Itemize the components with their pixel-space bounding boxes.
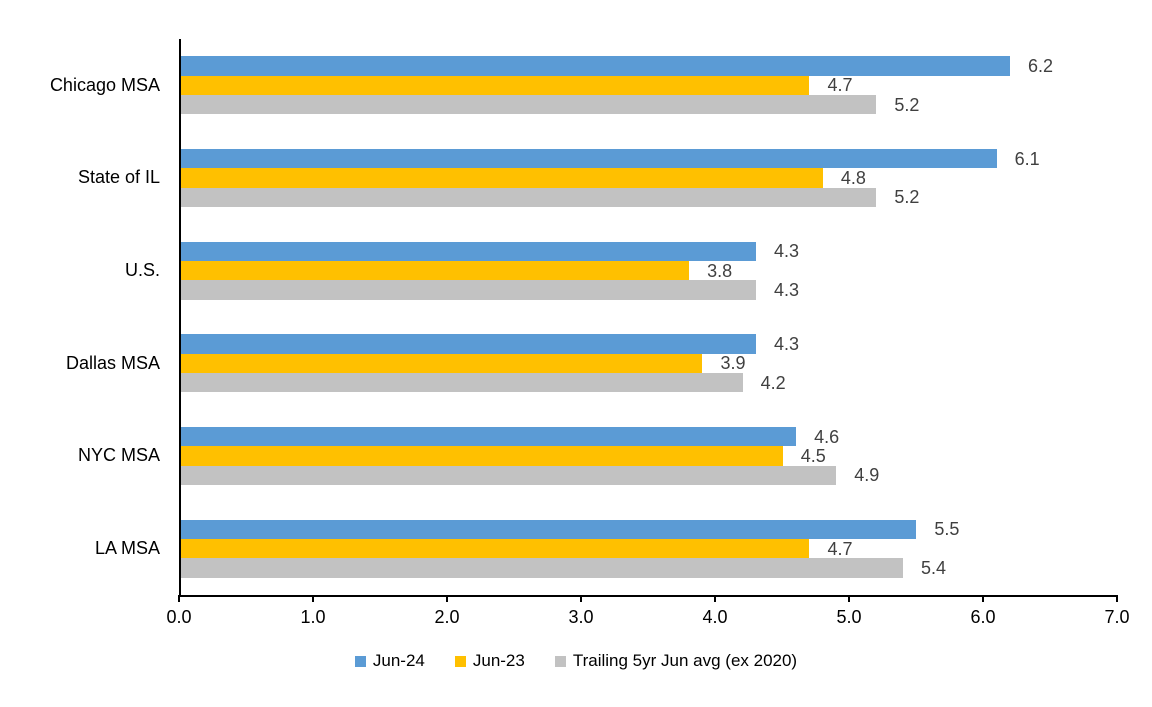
bar-value-label: 4.3 (773, 241, 799, 262)
bar-value-label: 4.9 (854, 465, 880, 486)
bar-jun-24 (181, 426, 797, 447)
bar-row: 5.2 (181, 94, 1117, 115)
x-axis-tick (848, 595, 850, 602)
bar-value-label: 6.2 (1028, 55, 1054, 76)
bar-value-label: 4.7 (827, 538, 853, 559)
bar-value-label: 4.7 (827, 75, 853, 96)
bar-group: 5.5 4.7 5.4 (181, 502, 1117, 595)
bar-value-label: 3.8 (707, 260, 733, 281)
bar-row: 3.9 (181, 353, 1117, 374)
bar-trailing-5yr-jun-avg-ex-2020- (181, 558, 904, 578)
bar-trailing-5yr-jun-avg-ex-2020- (181, 187, 877, 208)
x-axis-tick (178, 595, 180, 602)
bar-row: 5.2 (181, 187, 1117, 208)
bar-jun-23 (181, 538, 810, 559)
category-axis-labels: Chicago MSA State of IL U.S. Dallas MSA NYC … (0, 39, 160, 595)
bar-value-label: 5.5 (934, 519, 960, 540)
bar-jun-23 (181, 75, 810, 96)
bar-row: 4.8 (181, 167, 1117, 188)
bar-row: 5.4 (181, 557, 1117, 578)
legend-label: Jun-24 (372, 651, 425, 670)
bar-row: 3.8 (181, 260, 1117, 281)
bar-jun-23 (181, 353, 703, 373)
bar-value-label: 5.2 (894, 94, 920, 115)
category-label: U.S. (124, 260, 160, 281)
bar-group: 6.1 4.8 5.2 (181, 132, 1117, 225)
category-label: Chicago MSA (49, 74, 160, 95)
bar-row: 5.5 (181, 519, 1117, 540)
x-axis-tick (982, 595, 984, 602)
category-label: State of IL (77, 167, 160, 188)
bar-row: 6.1 (181, 148, 1117, 169)
legend-item: Jun-23 (454, 651, 525, 671)
plot-area: 6.2 4.7 5.2 6.1 4.8 5.2 4.3 3.8 4.3 4.3 3.9 4.2 4.6 4… (179, 39, 1117, 597)
bar-trailing-5yr-jun-avg-ex-2020- (181, 280, 756, 300)
x-axis-tick (311, 595, 314, 602)
bar-row: 4.9 (181, 465, 1117, 486)
bar-trailing-5yr-jun-avg-ex-2020- (181, 95, 877, 115)
x-axis-tick (1116, 595, 1118, 602)
bar-value-label: 4.2 (760, 372, 786, 393)
legend-label: Trailing 5yr Jun avg (ex 2020) (572, 651, 798, 670)
bar-jun-24 (181, 56, 1011, 76)
x-axis-tick-label: 1.0 (300, 607, 326, 627)
x-axis-tick-labels: 0.0 1.0 2.0 3.0 4.0 5.0 6.0 7.0 (166, 607, 1129, 629)
x-axis-tick (445, 595, 448, 602)
legend-item: Trailing 5yr Jun avg (ex 2020) (554, 651, 798, 671)
bar-group: 6.2 4.7 5.2 (181, 39, 1117, 132)
bar-row: 4.7 (181, 538, 1117, 559)
legend-swatch-icon (454, 655, 466, 667)
bar-value-label: 5.2 (894, 187, 920, 208)
bar-row: 4.3 (181, 280, 1117, 301)
category-label: NYC MSA (77, 445, 160, 466)
x-axis-tick-label: 3.0 (568, 607, 594, 627)
legend-item: Jun-24 (354, 651, 425, 671)
x-axis-tick-label: 6.0 (970, 607, 996, 627)
chart-legend: Jun-24 Jun-23 Trailing 5yr Jun avg (ex 202… (0, 651, 1152, 671)
bar-row: 4.3 (181, 333, 1117, 354)
bar-value-label: 4.8 (840, 167, 866, 188)
bar-value-label: 4.3 (773, 280, 799, 301)
bar-jun-24 (181, 519, 917, 539)
bar-row: 4.5 (181, 445, 1117, 466)
bar-value-label: 4.6 (814, 426, 840, 447)
bar-trailing-5yr-jun-avg-ex-2020- (181, 465, 837, 486)
bar-value-label: 6.1 (1014, 148, 1040, 169)
bar-value-label: 4.3 (773, 333, 799, 354)
bar-value-label: 5.4 (921, 557, 947, 578)
category-label: Dallas MSA (65, 352, 160, 373)
x-axis-tick (713, 595, 716, 602)
bar-value-label: 3.9 (720, 353, 746, 374)
bar-row: 4.3 (181, 241, 1117, 262)
bar-row: 4.7 (181, 75, 1117, 96)
bar-group: 4.6 4.5 4.9 (181, 410, 1117, 503)
bar-row: 4.2 (181, 372, 1117, 393)
category-label: LA MSA (94, 538, 160, 559)
x-axis-tick-label: 2.0 (434, 607, 460, 627)
bar-row: 6.2 (181, 55, 1117, 76)
x-axis-tick (580, 595, 582, 602)
bar-value-label: 4.5 (800, 445, 826, 466)
bar-jun-23 (181, 168, 823, 188)
bar-group: 4.3 3.9 4.2 (181, 317, 1117, 410)
x-axis-tick-label: 4.0 (702, 607, 728, 627)
x-axis-tick-label: 5.0 (836, 607, 862, 627)
bar-jun-24 (181, 148, 997, 169)
legend-swatch-icon (354, 655, 366, 667)
bar-jun-23 (181, 260, 690, 281)
bar-group: 4.3 3.8 4.3 (181, 224, 1117, 317)
legend-swatch-icon (554, 655, 566, 667)
x-axis-tick-label: 7.0 (1104, 607, 1130, 627)
bar-jun-23 (181, 446, 783, 466)
bar-row: 4.6 (181, 426, 1117, 447)
bar-jun-24 (181, 334, 756, 354)
bar-trailing-5yr-jun-avg-ex-2020- (181, 372, 743, 393)
x-axis-ticks (178, 595, 1118, 603)
bar-jun-24 (181, 241, 756, 261)
legend-label: Jun-23 (472, 651, 525, 670)
x-axis-tick-label: 0.0 (166, 607, 192, 627)
